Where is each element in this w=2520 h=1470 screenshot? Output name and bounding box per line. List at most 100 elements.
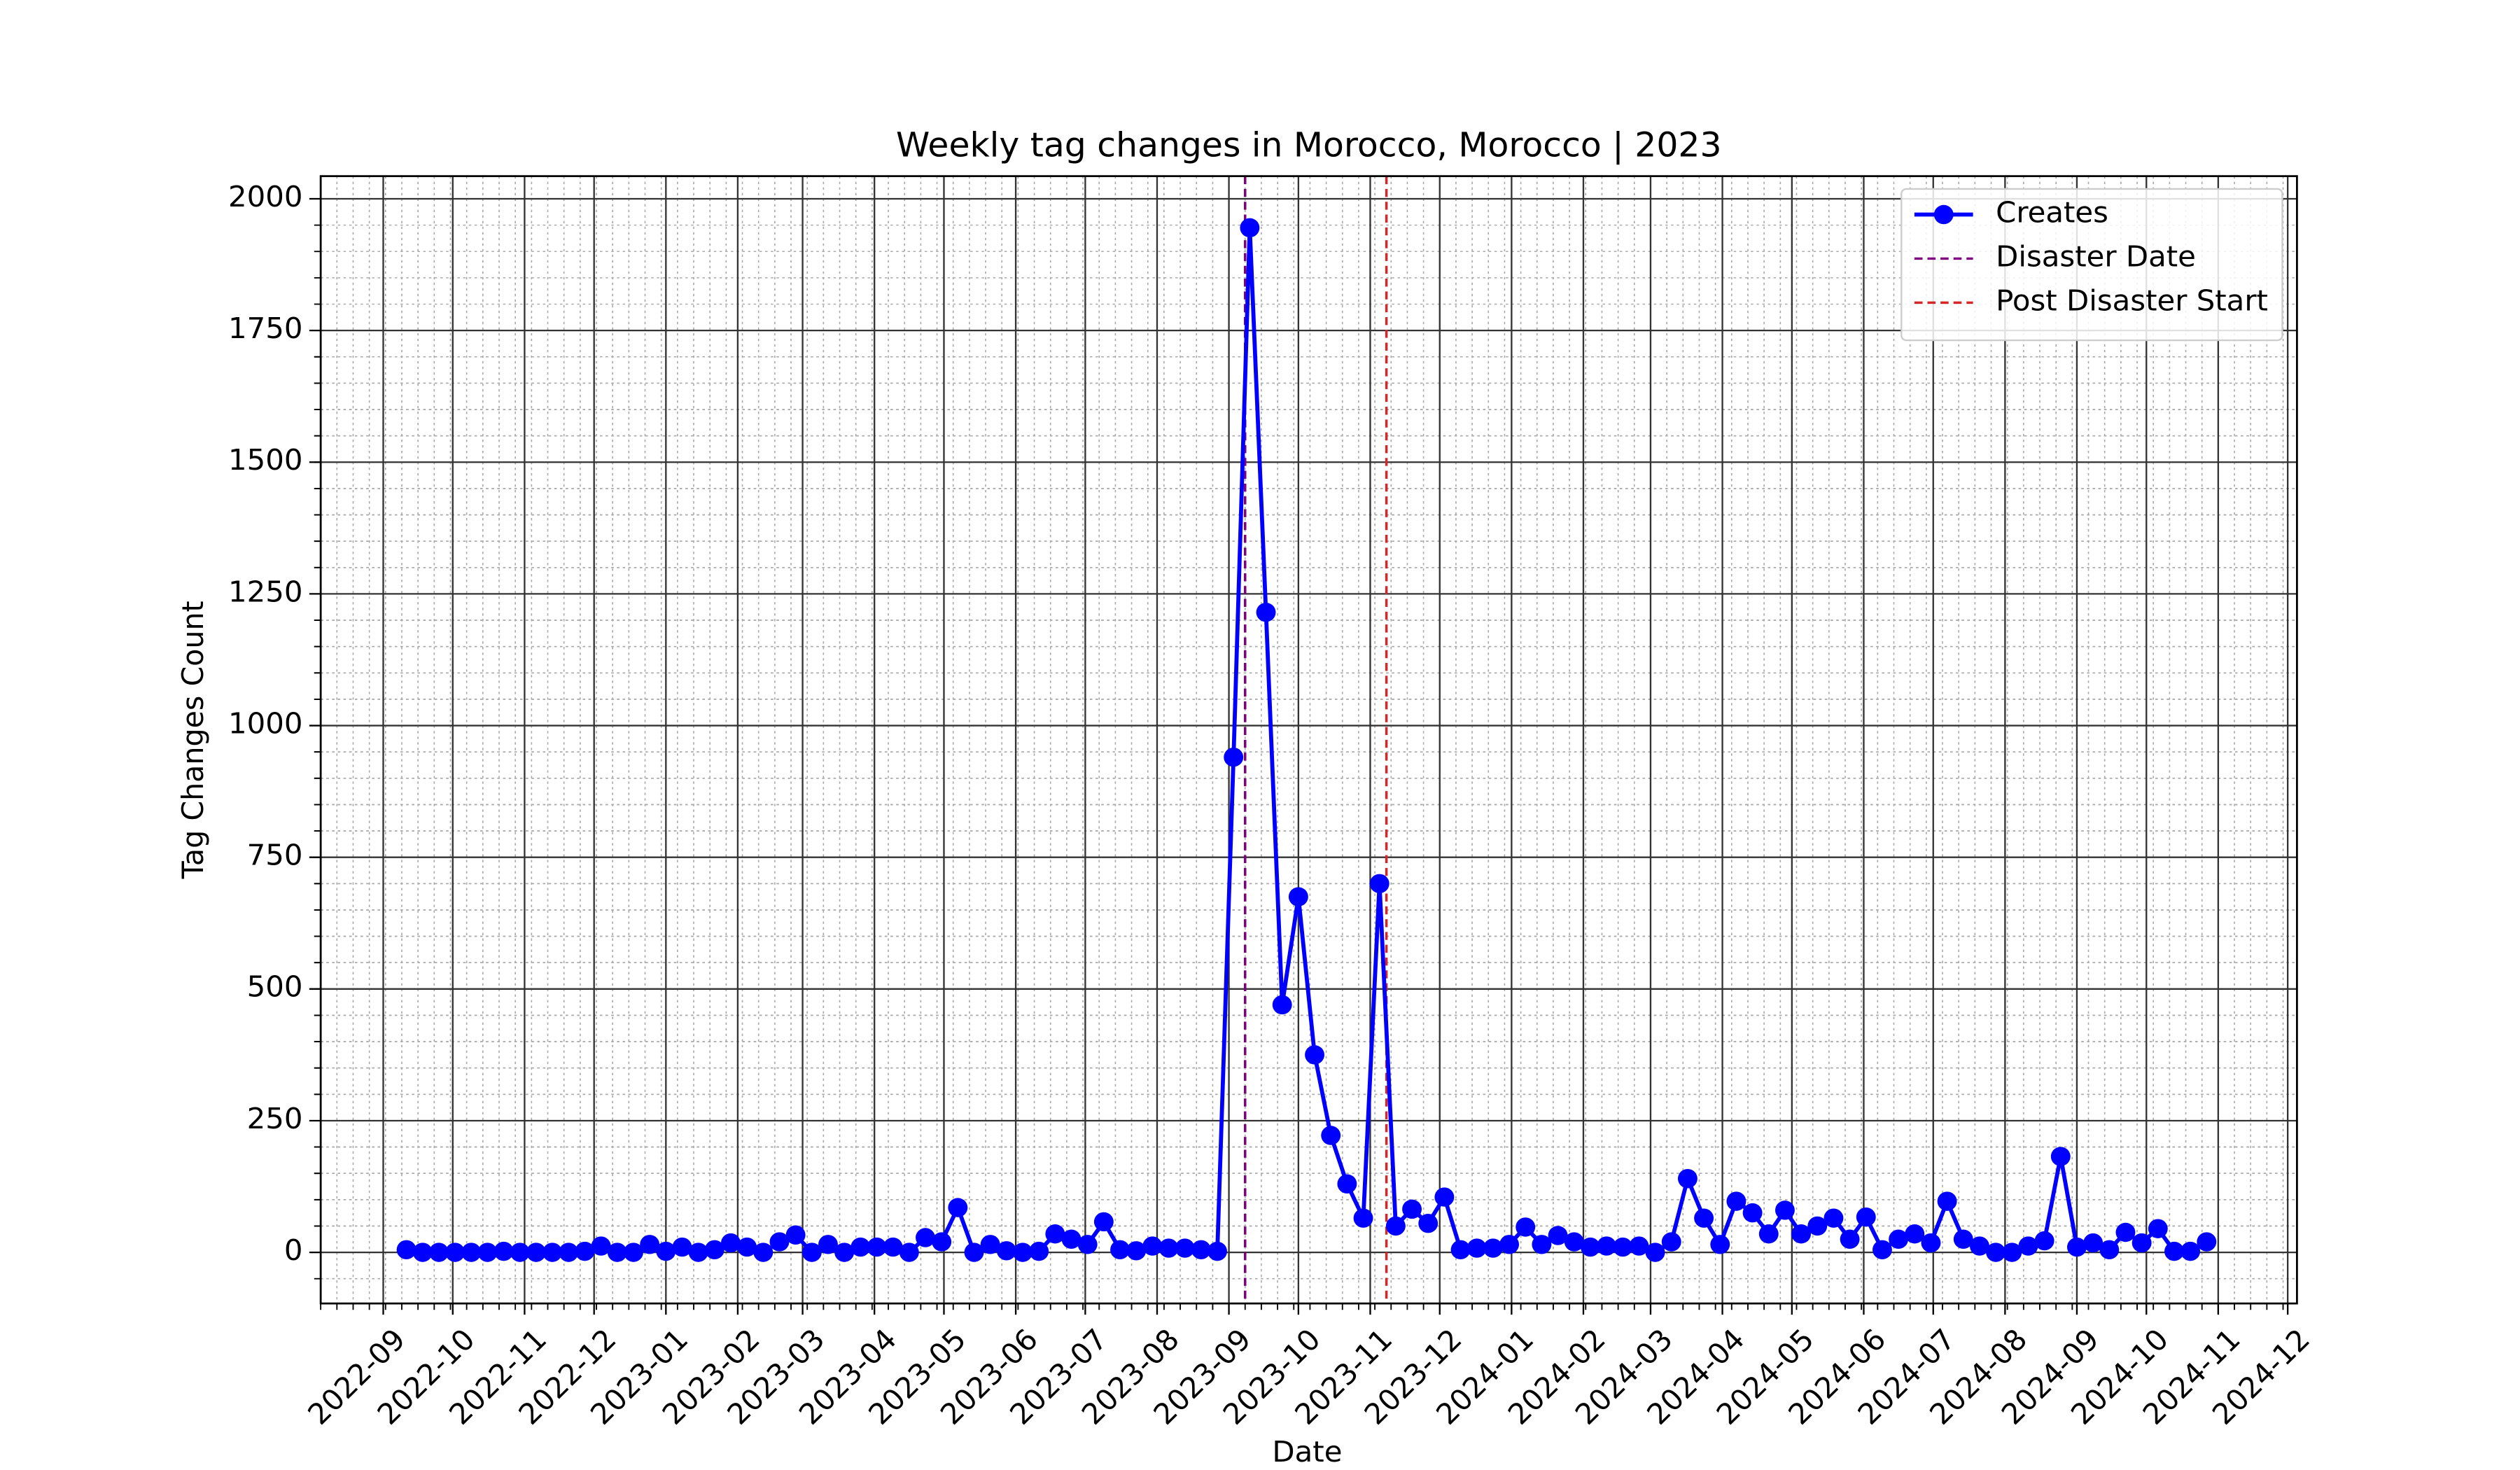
- data-point: [899, 1242, 919, 1262]
- data-point: [769, 1232, 790, 1252]
- data-point: [1483, 1238, 1503, 1258]
- data-point: [1921, 1233, 1941, 1253]
- data-point: [1597, 1236, 1617, 1256]
- y-tick-label: 250: [247, 1101, 303, 1135]
- data-point: [396, 1240, 416, 1260]
- data-point: [1369, 874, 1390, 894]
- data-point: [1613, 1237, 1633, 1257]
- data-point: [1840, 1229, 1860, 1250]
- data-point: [704, 1240, 724, 1260]
- data-point: [1807, 1216, 1828, 1236]
- data-point: [1337, 1174, 1357, 1194]
- data-point: [1516, 1217, 1536, 1237]
- data-point: [1548, 1226, 1568, 1245]
- data-point: [1126, 1241, 1147, 1261]
- data-point: [1823, 1208, 1844, 1228]
- data-point: [1029, 1241, 1049, 1261]
- data-point: [753, 1242, 774, 1262]
- data-point: [737, 1237, 757, 1257]
- data-point: [1889, 1229, 1909, 1250]
- data-point: [1694, 1208, 1714, 1228]
- data-point: [1937, 1191, 1957, 1211]
- data-point: [1321, 1126, 1341, 1145]
- data-point: [1856, 1207, 1876, 1227]
- data-point: [1191, 1240, 1211, 1260]
- data-point: [1450, 1240, 1471, 1260]
- data-point: [2164, 1241, 2184, 1261]
- data-point: [1256, 603, 1276, 622]
- data-point: [1353, 1208, 1373, 1228]
- data-point: [1305, 1045, 1324, 1065]
- data-point: [980, 1235, 1000, 1254]
- data-point: [510, 1242, 530, 1262]
- data-point: [1499, 1235, 1520, 1254]
- y-axis-label: Tag Changes Count: [176, 601, 210, 879]
- data-point: [802, 1242, 822, 1262]
- data-point: [1774, 1200, 1795, 1220]
- data-point: [1402, 1199, 1422, 1219]
- data-point: [1045, 1224, 1065, 1244]
- data-point: [1385, 1216, 1406, 1236]
- legend-label: Post Disaster Start: [1996, 284, 2268, 318]
- data-point: [591, 1236, 611, 1256]
- data-point: [1240, 218, 1260, 238]
- data-point: [1532, 1235, 1552, 1254]
- data-point: [1077, 1235, 1098, 1254]
- data-point: [1110, 1240, 1130, 1260]
- data-point: [1986, 1242, 2006, 1262]
- data-point: [575, 1241, 595, 1261]
- data-point: [1466, 1238, 1487, 1258]
- data-point: [721, 1233, 741, 1253]
- data-point: [916, 1228, 935, 1247]
- chart-title: Weekly tag changes in Morocco, Morocco |…: [896, 126, 1722, 165]
- data-point: [932, 1232, 952, 1252]
- y-tick-label: 1250: [228, 575, 302, 609]
- legend-label: Disaster Date: [1996, 239, 2196, 274]
- data-point: [1288, 887, 1308, 906]
- data-point: [542, 1242, 563, 1262]
- data-point: [1953, 1229, 1973, 1250]
- data-point: [412, 1242, 433, 1262]
- data-point: [2083, 1233, 2104, 1253]
- data-point: [2180, 1241, 2201, 1261]
- data-point: [785, 1225, 806, 1245]
- data-point: [1645, 1242, 1665, 1262]
- data-point: [2067, 1237, 2087, 1257]
- data-point: [2099, 1240, 2120, 1260]
- data-point: [834, 1242, 855, 1262]
- data-point: [1564, 1232, 1584, 1252]
- data-point: [656, 1241, 676, 1261]
- data-point: [883, 1237, 903, 1257]
- legend-marker: [1933, 204, 1954, 225]
- data-point: [1272, 995, 1292, 1015]
- y-tick-label: 0: [284, 1233, 303, 1267]
- data-point: [1661, 1232, 1681, 1252]
- y-tick-label: 1500: [228, 443, 302, 477]
- y-tick-label: 1000: [228, 706, 302, 741]
- data-point: [1142, 1236, 1163, 1256]
- data-point: [672, 1237, 692, 1257]
- data-point: [2197, 1232, 2217, 1252]
- data-point: [1418, 1213, 1438, 1233]
- y-tick-label: 1750: [228, 311, 302, 345]
- data-point: [2115, 1222, 2136, 1242]
- y-tick-label: 750: [247, 838, 303, 872]
- y-tick-label: 2000: [228, 179, 302, 214]
- data-point: [867, 1237, 887, 1257]
- data-point: [493, 1241, 514, 1261]
- data-point: [1061, 1229, 1082, 1250]
- data-point: [607, 1242, 627, 1262]
- data-point: [1726, 1191, 1746, 1211]
- data-point: [624, 1242, 643, 1262]
- data-point: [1969, 1236, 1989, 1256]
- legend-box: [1900, 188, 2283, 342]
- data-point: [1710, 1235, 1730, 1254]
- data-point: [428, 1242, 449, 1262]
- data-point: [1791, 1224, 1812, 1244]
- data-point: [1013, 1242, 1032, 1262]
- y-tick-label: 500: [247, 969, 303, 1004]
- data-point: [1905, 1224, 1925, 1244]
- data-point: [1175, 1238, 1195, 1258]
- data-point: [477, 1242, 498, 1262]
